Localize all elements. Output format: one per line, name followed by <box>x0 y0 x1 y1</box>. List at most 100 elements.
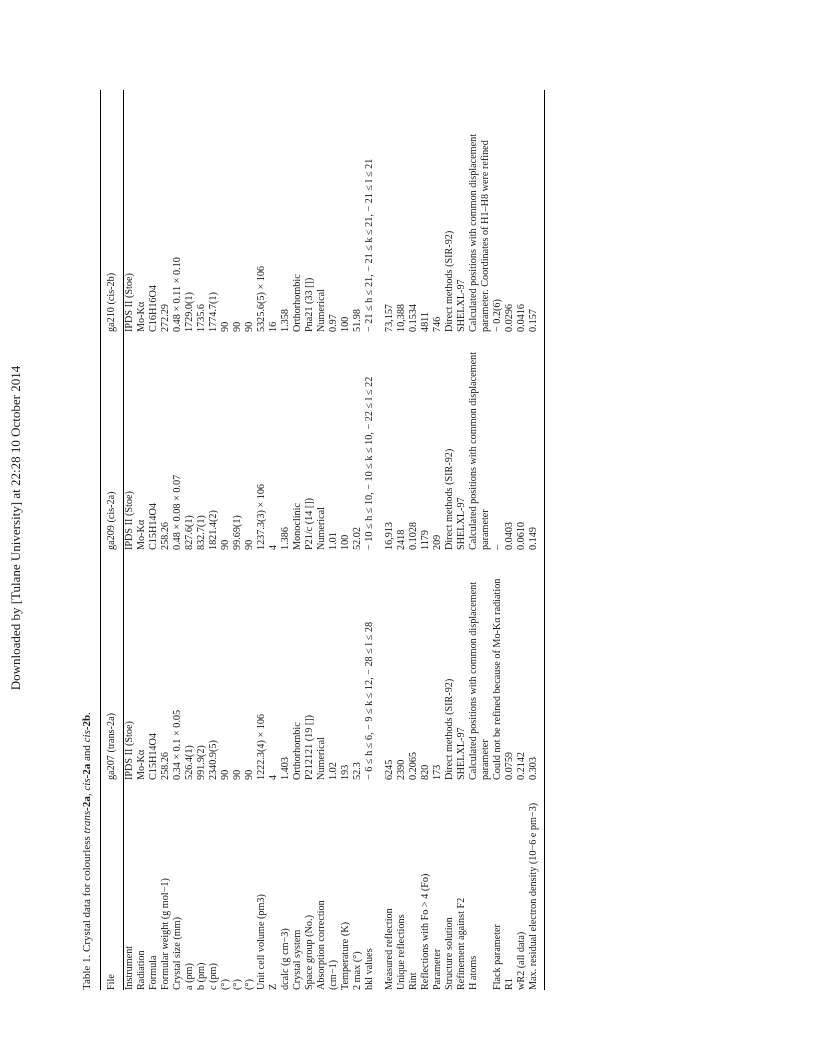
table-row: wR2 (all data) 0.2142 0.0610 0.0416 <box>516 90 528 990</box>
table-row: (°) 90 90 90 <box>220 90 232 990</box>
table-caption: Table 1. Crystal data for colourless tra… <box>81 712 93 990</box>
row-value: 90 <box>220 321 231 332</box>
row-value: Monoclinic <box>292 503 303 550</box>
row-value: 820 <box>420 764 431 780</box>
row-value: 90 <box>220 769 231 780</box>
row-value: 16 <box>268 321 279 332</box>
row-value: Calculated positions with common displac… <box>468 351 491 550</box>
row-value: 1.358 <box>280 309 291 332</box>
row-value: 193 <box>340 764 351 780</box>
header-cell: ga207 (trans-2a) <box>100 550 124 780</box>
row-value: 1.02 <box>328 762 339 780</box>
table-row: Formula C15H14O4 C15H14O4 C16H16O4 <box>148 90 160 990</box>
row-label: Flack parameter <box>492 924 503 990</box>
row-value: IPDS II (Stoe) <box>124 721 135 780</box>
row-value: 2390 <box>396 759 407 780</box>
row-label: Absorption correction <box>316 900 327 990</box>
row-value: IPDS II (Stoe) <box>124 491 135 550</box>
row-value: Could not be refined because of Mo-Kα ra… <box>492 578 503 780</box>
row-label: (°) <box>232 979 243 990</box>
row-label: Max. residual electron density (10−6 e p… <box>528 780 545 990</box>
row-value: Pna21 (33 []) <box>304 277 315 332</box>
table-row: Measured reflection 6245 16,913 73,157 <box>376 90 396 990</box>
row-value: C16H16O4 <box>148 285 159 332</box>
row-label: c (pm) <box>208 963 219 990</box>
row-value: 1.403 <box>280 757 291 780</box>
row-value: 0.149 <box>528 332 545 550</box>
row-value: − 21 ≤ h ≤ 21, − 21 ≤ k ≤ 21, − 21 ≤ l ≤… <box>364 158 375 332</box>
row-label: Rint <box>408 972 419 990</box>
table-row: (°) 90 99.69(1) 90 <box>232 90 244 990</box>
table-row: R1 0.0759 0.0403 0.0296 <box>504 90 516 990</box>
row-value: 1.01 <box>328 532 339 550</box>
row-label: Measured reflection <box>384 908 395 990</box>
row-value: Numerical <box>316 289 327 332</box>
row-label: R1 <box>504 978 515 990</box>
table-row: Radiation Mo-Kα Mo-Kα Mo-Kα <box>136 90 148 990</box>
row-value: 1821.4(2) <box>208 510 219 550</box>
table-row: Flack parameter Could not be refined beca… <box>492 90 504 990</box>
row-label: Refinement against F2 <box>456 897 467 990</box>
row-value: 2418 <box>396 529 407 550</box>
row-value: 0.48 × 0.08 × 0.07 <box>172 474 183 550</box>
header-cell: ga210 (cis-2b) <box>100 90 124 332</box>
row-value: 258.26 <box>160 751 171 780</box>
row-label: Unique reflections <box>396 914 407 990</box>
table-row: a (pm) 526.4(1) 827.6(1) 1729.0(1) <box>184 90 196 990</box>
row-value: 100 <box>340 534 351 550</box>
row-value: C15H14O4 <box>148 733 159 780</box>
row-value: 0.0610 <box>516 521 527 550</box>
row-value: 51.98 <box>352 309 363 332</box>
row-value: 6245 <box>384 759 395 780</box>
row-value: − 0.2(6) <box>492 299 503 332</box>
row-value: P212121 (19 []) <box>304 714 315 780</box>
row-value: 832.7(1) <box>196 515 207 550</box>
row-label: wR2 (all data) <box>516 931 527 990</box>
row-value: 90 <box>244 769 255 780</box>
row-value: Direct methods (SIR-92) <box>444 678 455 780</box>
row-value: 52.3 <box>352 762 363 780</box>
row-value: 173 <box>432 764 443 780</box>
row-value: 0.34 × 0.1 × 0.05 <box>172 709 183 780</box>
row-value: Mo-Kα <box>136 301 147 332</box>
row-label: Space group (No.) <box>304 915 315 990</box>
row-label: (°) <box>220 979 231 990</box>
row-label: Z <box>268 983 279 990</box>
table-row: hkl values − 6 ≤ h ≤ 6, − 9 ≤ k ≤ 12, − 2… <box>364 90 376 990</box>
row-value: 0.48 × 0.11 × 0.10 <box>172 257 183 332</box>
row-value: Numerical <box>316 507 327 550</box>
row-value: 0.1028 <box>408 521 419 550</box>
row-value: 0.0416 <box>516 303 527 332</box>
row-value: 90 <box>244 321 255 332</box>
row-value: 272.29 <box>160 303 171 332</box>
table-header-row: File ga207 (trans-2a) ga209 (cis-2a) ga2… <box>100 90 124 990</box>
row-value: Mo-Kα <box>136 519 147 550</box>
row-value: 258.26 <box>160 521 171 550</box>
header-cell: ga209 (cis-2a) <box>100 332 124 550</box>
row-value: 0.2142 <box>516 751 527 780</box>
table-row: Refinement against F2 SHELXL-97 SHELXL-97 S… <box>456 90 468 990</box>
table-row: Rint 0.2065 0.1028 0.1534 <box>408 90 420 990</box>
row-value: 827.6(1) <box>184 515 195 550</box>
row-value: 1179 <box>420 530 431 550</box>
row-label: Reflections with Fo > 4 (Fo) <box>420 873 431 990</box>
row-value: 90 <box>220 539 231 550</box>
row-label: (°) <box>244 979 255 990</box>
row-label: b (pm) <box>196 962 207 990</box>
row-value: 1.386 <box>280 527 291 550</box>
row-value: 0.97 <box>328 314 339 332</box>
table-row: Unit cell volume (pm3) 1222.3(4) × 106 123… <box>256 90 268 990</box>
table-row: Z 4 4 16 <box>268 90 280 990</box>
row-value: 52.02 <box>352 527 363 550</box>
table-row: dcalc (g cm−3) 1.403 1.386 1.358 <box>280 90 292 990</box>
row-value: 1222.3(4) × 106 <box>256 713 267 780</box>
row-value: 0.1534 <box>408 303 419 332</box>
row-value: 4 <box>268 774 279 780</box>
row-value: 0.157 <box>528 90 545 332</box>
row-label: Temperature (K) <box>340 921 351 990</box>
row-value: 10,388 <box>396 303 407 332</box>
row-value: SHELXL-97 <box>456 727 467 780</box>
row-value: 2340.9(5) <box>208 740 219 780</box>
row-label: Parameter <box>432 948 443 990</box>
row-value: P21/c (14 []) <box>304 497 315 550</box>
